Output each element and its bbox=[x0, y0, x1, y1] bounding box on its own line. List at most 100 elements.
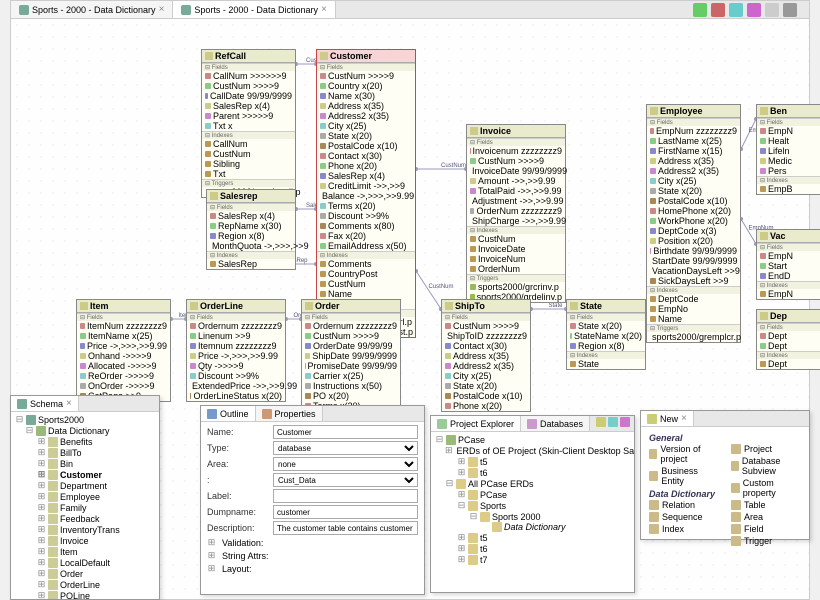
tree-item[interactable]: ⊞t7 bbox=[433, 554, 632, 565]
field-row[interactable]: LastName x(25) bbox=[647, 136, 740, 146]
entity-employee[interactable]: Employee⊟ FieldsEmpNum zzzzzzzz9LastName… bbox=[646, 104, 741, 343]
field-row[interactable]: Qty ->>>>9 bbox=[187, 361, 285, 371]
field-row[interactable]: Instructions x(50) bbox=[302, 381, 400, 391]
field-row[interactable]: CreditLimit ->>,>>9 bbox=[317, 181, 415, 191]
field-row[interactable]: Dept bbox=[757, 341, 820, 351]
entity-shipto[interactable]: ShipTo⊟ FieldsCustNum >>>>9ShipToID zzzz… bbox=[441, 299, 531, 412]
field-row[interactable]: TotalPaid ->>,>>9.99 bbox=[467, 186, 565, 196]
entity-header[interactable]: OrderLine bbox=[187, 300, 285, 313]
toolbar-icon[interactable] bbox=[711, 3, 725, 17]
field-row[interactable]: CustNum >>>>9 bbox=[202, 81, 295, 91]
description-input[interactable] bbox=[273, 521, 418, 535]
field-row[interactable]: Itemnum zzzzzzzz9 bbox=[187, 341, 285, 351]
new-item[interactable]: Business Entity bbox=[649, 465, 719, 487]
field-row[interactable]: Carrier x(25) bbox=[302, 371, 400, 381]
toolbar-icon[interactable] bbox=[620, 417, 630, 427]
field-row[interactable]: Amount ->>,>>9.99 bbox=[467, 176, 565, 186]
field-row[interactable]: ShipDate 99/99/9999 bbox=[302, 351, 400, 361]
field-row[interactable]: City x(25) bbox=[317, 121, 415, 131]
field-row[interactable]: VacationDaysLeft >>9 bbox=[647, 266, 740, 276]
label-input[interactable] bbox=[273, 489, 418, 503]
field-row[interactable]: Birthdate 99/99/9999 bbox=[647, 246, 740, 256]
field-row[interactable]: Comments x(80) bbox=[317, 221, 415, 231]
index-row[interactable]: InvoiceNum bbox=[467, 254, 565, 264]
field-row[interactable]: Region x(8) bbox=[567, 341, 645, 351]
tree-item[interactable]: ⊞BillTo bbox=[13, 447, 157, 458]
field-row[interactable]: State x(20) bbox=[317, 131, 415, 141]
toolbar-icon[interactable] bbox=[765, 3, 779, 17]
new-item[interactable]: Relation bbox=[649, 499, 719, 511]
field-row[interactable]: Allocated ->>>>9 bbox=[77, 361, 170, 371]
panel-tab[interactable]: Databases bbox=[521, 416, 590, 431]
index-row[interactable]: OrderNum bbox=[467, 264, 565, 274]
new-item[interactable]: Project bbox=[731, 443, 801, 455]
tree-item[interactable]: ⊞InventoryTrans bbox=[13, 524, 157, 535]
field-row[interactable]: OrderNum zzzzzzzz9 bbox=[467, 206, 565, 216]
field-row[interactable]: SalesRep x(4) bbox=[317, 171, 415, 181]
entity-header[interactable]: Vac bbox=[757, 230, 820, 243]
field-row[interactable]: CallNum >>>>>>9 bbox=[202, 71, 295, 81]
tree-item[interactable]: ⊞PCase bbox=[433, 489, 632, 500]
tree-item[interactable]: ⊞Family bbox=[13, 502, 157, 513]
entity-header[interactable]: RefCall bbox=[202, 50, 295, 63]
tree-item[interactable]: ⊟Sports 2000 bbox=[433, 511, 632, 522]
type-select[interactable]: database bbox=[273, 441, 418, 455]
area-select[interactable]: none bbox=[273, 457, 418, 471]
new-item[interactable]: Area bbox=[731, 511, 801, 523]
index-row[interactable]: CallNum bbox=[202, 139, 295, 149]
entity-customer[interactable]: Customer⊟ FieldsCustNum >>>>9Country x(2… bbox=[316, 49, 416, 338]
tree-item[interactable]: ⊞Item bbox=[13, 546, 157, 557]
field-row[interactable]: Contact x(30) bbox=[317, 151, 415, 161]
field-row[interactable]: Ordernum zzzzzzzz9 bbox=[302, 321, 400, 331]
name-input[interactable] bbox=[273, 425, 418, 439]
new-item[interactable]: Database Subview bbox=[731, 455, 801, 477]
field-row[interactable]: Medic bbox=[757, 156, 820, 166]
field-row[interactable]: Contact x(30) bbox=[442, 341, 530, 351]
entity-header[interactable]: Invoice bbox=[467, 125, 565, 138]
entity-header[interactable]: Dep bbox=[757, 310, 820, 323]
index-row[interactable]: Comments bbox=[317, 259, 415, 269]
tree-item[interactable]: ⊞ERDs of OE Project (Skin-Client Desktop… bbox=[433, 445, 632, 456]
tree-root[interactable]: ⊟PCase bbox=[433, 434, 632, 445]
new-item[interactable]: Field bbox=[731, 523, 801, 535]
index-row[interactable]: Name bbox=[647, 314, 740, 324]
field-row[interactable]: Phone x(20) bbox=[442, 401, 530, 411]
entity-header[interactable]: Salesrep bbox=[207, 190, 295, 203]
field-row[interactable]: Price ->,>>>,>>9.99 bbox=[187, 351, 285, 361]
field-row[interactable]: HomePhone x(20) bbox=[647, 206, 740, 216]
field-row[interactable]: MonthQuota ->,>>>,>>9 bbox=[207, 241, 295, 251]
new-item[interactable]: Sequence bbox=[649, 511, 719, 523]
field-row[interactable]: StartDate 99/99/9999 bbox=[647, 256, 740, 266]
field-row[interactable]: RepName x(30) bbox=[207, 221, 295, 231]
panel-tab[interactable]: Project Explorer bbox=[431, 416, 521, 431]
entity-refcall[interactable]: RefCall⊟ FieldsCallNum >>>>>>9CustNum >>… bbox=[201, 49, 296, 198]
tree-item[interactable]: Data Dictionary bbox=[433, 522, 632, 532]
field-row[interactable]: CustNum >>>>9 bbox=[302, 331, 400, 341]
editor-tab[interactable]: Sports - 2000 - Data Dictionary × bbox=[11, 1, 173, 18]
index-row[interactable]: Sibling bbox=[202, 159, 295, 169]
field-row[interactable]: Onhand ->>>>9 bbox=[77, 351, 170, 361]
index-row[interactable]: Dept bbox=[757, 359, 820, 369]
field-row[interactable]: SalesRep x(4) bbox=[202, 101, 295, 111]
explorer-tree[interactable]: ⊟PCase⊞ERDs of OE Project (Skin-Client D… bbox=[431, 432, 634, 592]
new-item[interactable]: Index bbox=[649, 523, 719, 535]
toolbar-icon[interactable] bbox=[608, 417, 618, 427]
tree-item[interactable]: ⊞Invoice bbox=[13, 535, 157, 546]
entity-state[interactable]: State⊟ FieldsState x(20)StateName x(20)R… bbox=[566, 299, 646, 370]
new-item[interactable]: Table bbox=[731, 499, 801, 511]
field-row[interactable]: PromiseDate 99/99/99 bbox=[302, 361, 400, 371]
field-row[interactable]: Dept bbox=[757, 331, 820, 341]
schema-tab[interactable]: Schema× bbox=[11, 396, 79, 411]
field-row[interactable]: OrderDate 99/99/99 bbox=[302, 341, 400, 351]
tree-item[interactable]: ⊟All PCase ERDs bbox=[433, 478, 632, 489]
field-row[interactable]: Address2 x(35) bbox=[442, 361, 530, 371]
index-row[interactable]: CustNum bbox=[202, 149, 295, 159]
field-row[interactable]: OnOrder ->>>>9 bbox=[77, 381, 170, 391]
field-row[interactable]: City x(25) bbox=[442, 371, 530, 381]
field-row[interactable]: Parent >>>>>9 bbox=[202, 111, 295, 121]
new-tab[interactable]: New× bbox=[641, 411, 694, 426]
index-row[interactable]: InvoiceDate bbox=[467, 244, 565, 254]
field-row[interactable]: ItemNum zzzzzzzz9 bbox=[77, 321, 170, 331]
field-row[interactable]: EmpNum zzzzzzzz9 bbox=[647, 126, 740, 136]
field-row[interactable]: PO x(20) bbox=[302, 391, 400, 401]
